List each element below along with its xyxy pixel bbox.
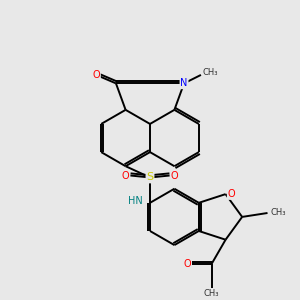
Text: HN: HN	[128, 196, 142, 206]
Text: S: S	[146, 172, 154, 182]
Text: CH₃: CH₃	[204, 290, 219, 298]
Text: N: N	[180, 78, 188, 88]
Text: O: O	[171, 170, 178, 181]
Text: CH₃: CH₃	[271, 208, 286, 217]
Text: CH₃: CH₃	[203, 68, 218, 77]
Text: O: O	[228, 189, 235, 199]
Text: O: O	[92, 70, 100, 80]
Text: O: O	[122, 170, 129, 181]
Text: O: O	[183, 259, 191, 269]
